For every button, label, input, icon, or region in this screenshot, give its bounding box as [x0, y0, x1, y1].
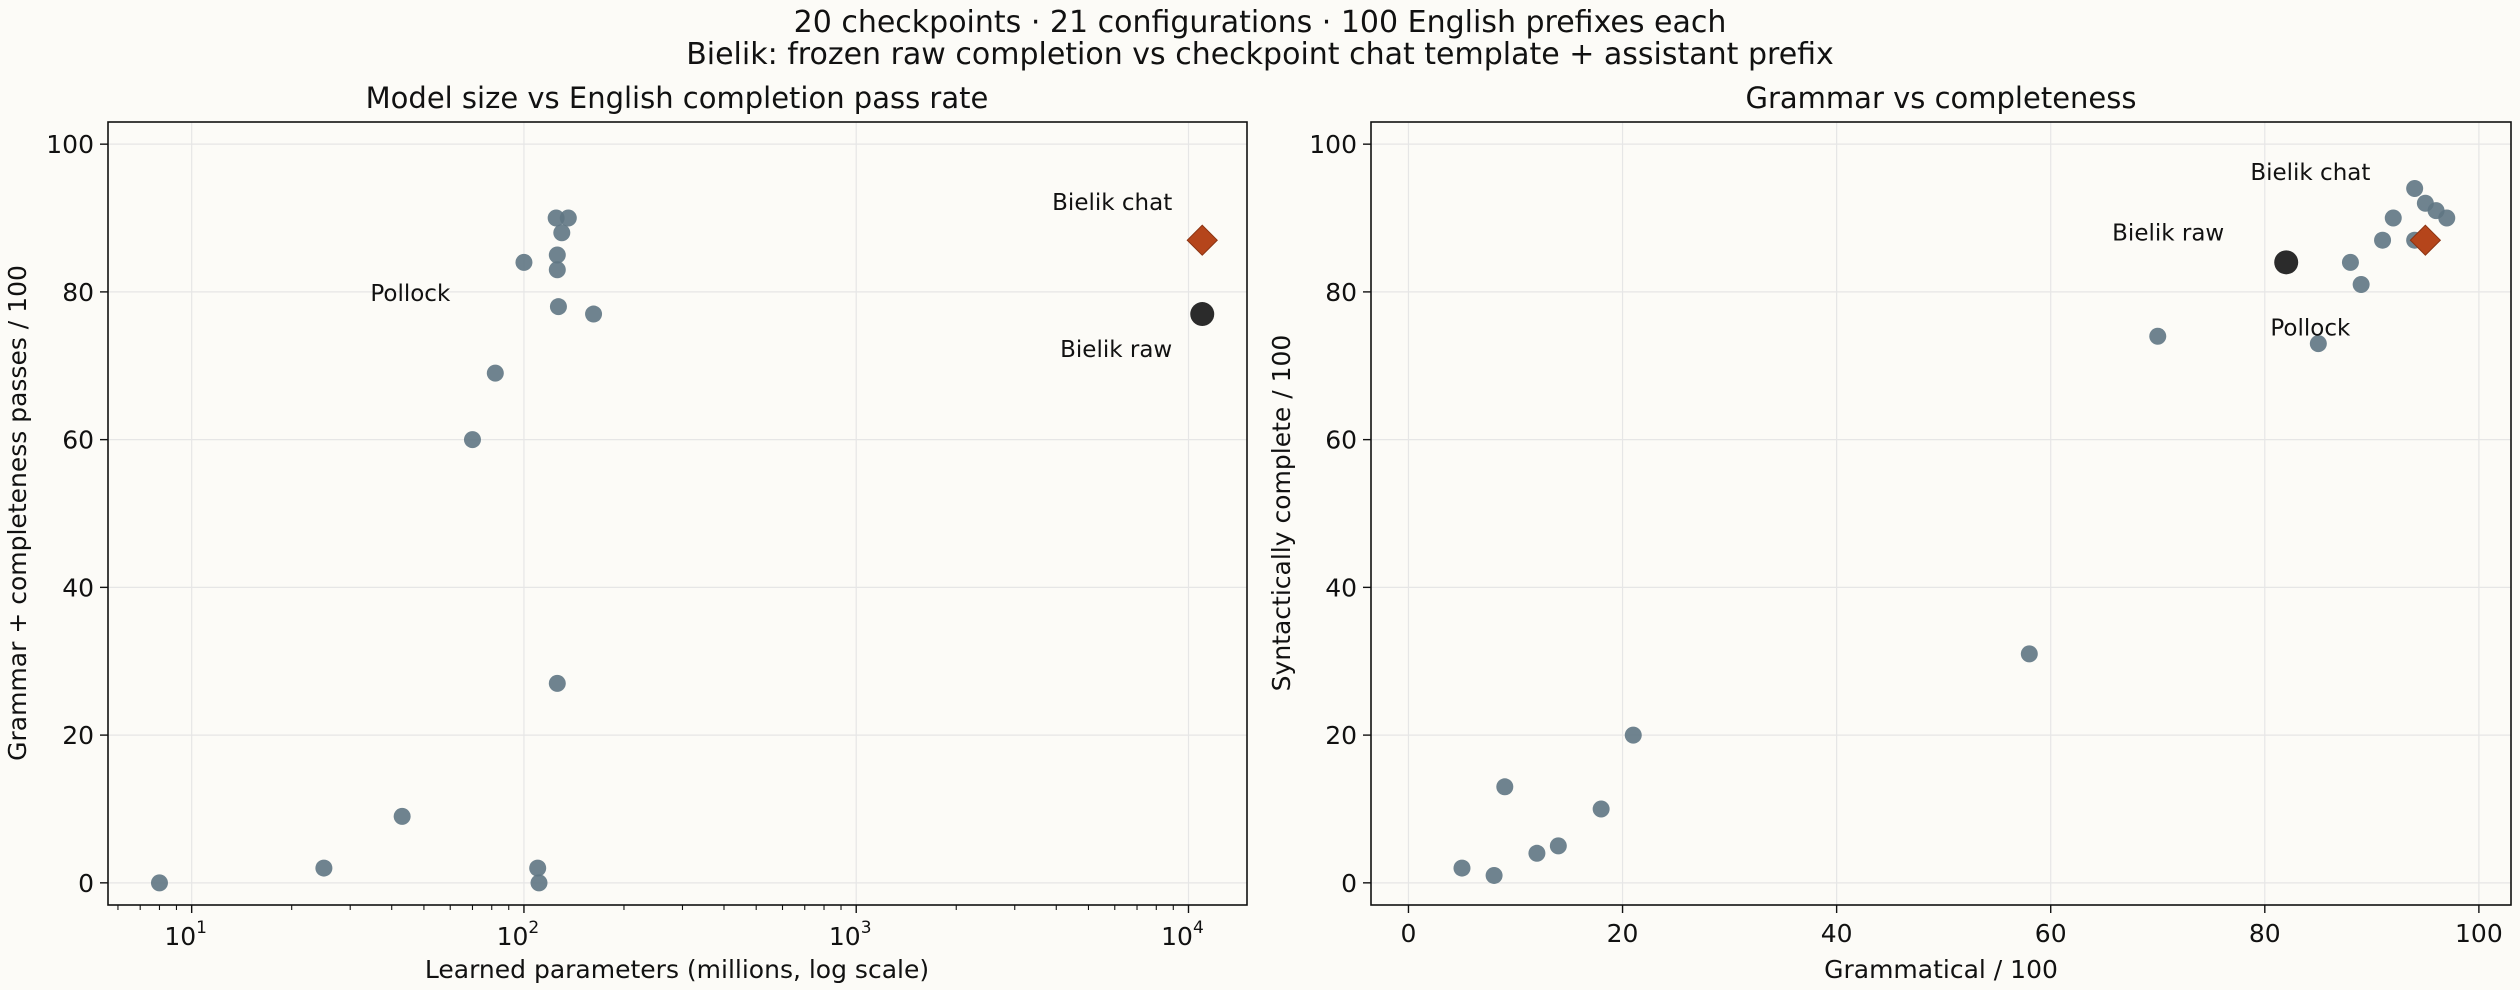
checkpoint-point [2406, 179, 2424, 197]
checkpoint-point [585, 305, 603, 323]
checkpoint-point [548, 261, 566, 279]
checkpoint-point [548, 246, 566, 264]
checkpoint-point [463, 431, 481, 449]
checkpoint-point [547, 209, 565, 227]
checkpoint-point [2020, 645, 2038, 663]
point-annotation: Pollock [370, 281, 451, 307]
checkpoint-point [553, 224, 571, 242]
point-annotation: Bielik raw [2112, 220, 2224, 246]
y-axis-label: Grammar + completeness passes / 100 [3, 265, 32, 761]
x-tick-label: 80 [2249, 919, 2281, 948]
y-axis-label: Syntactically complete / 100 [1267, 335, 1296, 692]
x-tick-label: 20 [1607, 919, 1639, 948]
y-tick-label: 40 [62, 573, 94, 602]
checkpoint-point [529, 859, 547, 877]
checkpoint-point [2374, 231, 2392, 249]
y-tick-label: 100 [1309, 130, 1357, 159]
y-tick-label: 20 [1325, 721, 1357, 750]
y-tick-label: 60 [62, 426, 94, 455]
checkpoint-point [530, 874, 548, 892]
plot-frame [107, 121, 1248, 906]
checkpoint-point [2309, 335, 2327, 353]
point-annotation: Pollock [2270, 316, 2351, 342]
x-axis-label: Learned parameters (millions, log scale) [425, 955, 929, 984]
checkpoint-point [1528, 844, 1546, 862]
y-tick-label: 80 [62, 278, 94, 307]
panel-title: Model size vs English completion pass ra… [366, 81, 989, 115]
y-tick-label: 100 [46, 130, 94, 159]
grammar-vs-completeness-panel: Grammar vs completeness Grammatical / 10… [1267, 81, 2512, 984]
checkpoint-point [1453, 859, 1471, 877]
checkpoint-point [150, 874, 168, 892]
bielik-raw-point [2274, 250, 2299, 275]
y-tick-label: 0 [78, 869, 94, 898]
y-tick-label: 60 [1325, 426, 1357, 455]
figure-title-line2: Bielik: frozen raw completion vs checkpo… [686, 37, 1834, 72]
checkpoint-point [1496, 778, 1514, 796]
checkpoint-point [515, 253, 533, 271]
bielik-raw-point [1190, 302, 1215, 327]
point-annotation: Bielik chat [2250, 160, 2370, 186]
y-tick-label: 0 [1341, 869, 1357, 898]
checkpoint-point [1592, 800, 1610, 818]
x-tick-label: 40 [1821, 919, 1853, 948]
y-tick-label: 80 [1325, 278, 1357, 307]
checkpoint-point [548, 674, 566, 692]
point-annotation: Bielik chat [1052, 190, 1172, 216]
checkpoint-point [315, 859, 333, 877]
checkpoint-point [2341, 253, 2359, 271]
checkpoint-point [393, 807, 411, 825]
x-tick-label: 60 [2035, 919, 2067, 948]
checkpoint-point [2384, 209, 2402, 227]
y-tick-label: 40 [1325, 573, 1357, 602]
checkpoint-point [486, 364, 504, 382]
checkpoint-point [2438, 209, 2456, 227]
panel-title: Grammar vs completeness [1746, 81, 2137, 115]
bielik-chat-point [2409, 224, 2442, 256]
figure-title-line1: 20 checkpoints · 21 configurations · 100… [794, 5, 1727, 40]
x-axis-label: Grammatical / 100 [1824, 955, 2058, 984]
checkpoint-point [1624, 726, 1642, 744]
y-tick-label: 20 [62, 721, 94, 750]
checkpoint-point [559, 209, 577, 227]
bielik-chat-point [1186, 224, 1218, 256]
x-tick-label: 0 [1401, 919, 1417, 948]
checkpoint-point [1485, 866, 1503, 884]
checkpoint-point [549, 298, 567, 316]
point-annotation: Bielik raw [1060, 337, 1172, 363]
plot-frame [1370, 121, 2512, 906]
checkpoint-point [2149, 327, 2167, 345]
checkpoint-point [2352, 276, 2370, 294]
checkpoint-point [1549, 837, 1567, 855]
x-tick-label: 100 [2455, 919, 2503, 948]
size-vs-pass-rate-panel: Model size vs English completion pass ra… [3, 81, 1248, 984]
